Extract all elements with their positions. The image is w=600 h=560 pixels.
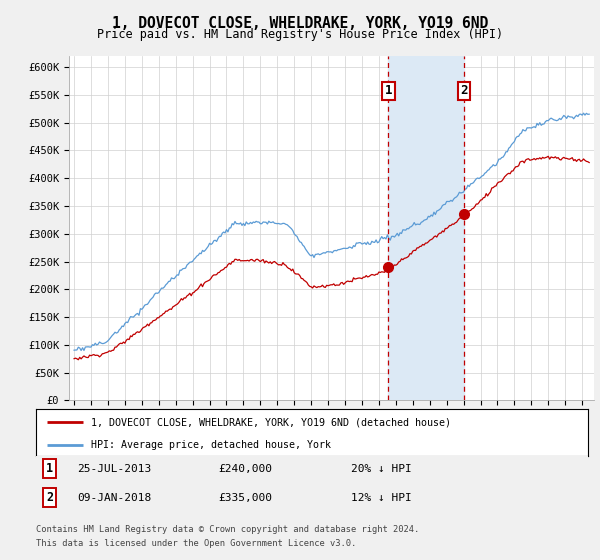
- Text: 2: 2: [46, 491, 53, 505]
- Text: 2: 2: [460, 85, 468, 97]
- Text: £240,000: £240,000: [218, 464, 272, 474]
- Text: 09-JAN-2018: 09-JAN-2018: [77, 493, 152, 503]
- Text: HPI: Average price, detached house, York: HPI: Average price, detached house, York: [91, 440, 331, 450]
- Text: Price paid vs. HM Land Registry's House Price Index (HPI): Price paid vs. HM Land Registry's House …: [97, 28, 503, 41]
- Text: 1, DOVECOT CLOSE, WHELDRAKE, YORK, YO19 6ND: 1, DOVECOT CLOSE, WHELDRAKE, YORK, YO19 …: [112, 16, 488, 31]
- Text: This data is licensed under the Open Government Licence v3.0.: This data is licensed under the Open Gov…: [36, 539, 356, 548]
- Text: 1, DOVECOT CLOSE, WHELDRAKE, YORK, YO19 6ND (detached house): 1, DOVECOT CLOSE, WHELDRAKE, YORK, YO19 …: [91, 417, 451, 427]
- Text: 20% ↓ HPI: 20% ↓ HPI: [350, 464, 412, 474]
- Text: 25-JUL-2013: 25-JUL-2013: [77, 464, 152, 474]
- Text: 12% ↓ HPI: 12% ↓ HPI: [350, 493, 412, 503]
- Text: 1: 1: [46, 462, 53, 475]
- Bar: [388, 56, 464, 400]
- Text: 1: 1: [385, 85, 392, 97]
- Text: £335,000: £335,000: [218, 493, 272, 503]
- Text: Contains HM Land Registry data © Crown copyright and database right 2024.: Contains HM Land Registry data © Crown c…: [36, 525, 419, 534]
